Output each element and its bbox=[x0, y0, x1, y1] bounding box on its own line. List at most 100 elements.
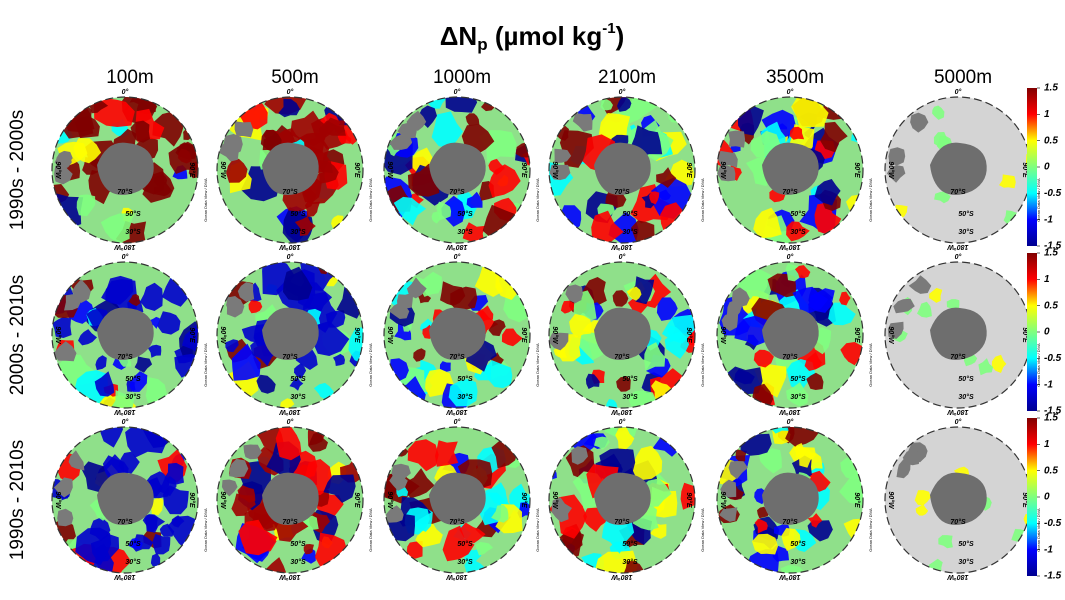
map-patch bbox=[333, 353, 345, 366]
map-credit: Ocean Data View / DIVA bbox=[535, 508, 540, 552]
map-label: 70°S bbox=[117, 188, 133, 196]
map-patch bbox=[585, 373, 600, 389]
map-label: 90°E bbox=[1021, 327, 1029, 343]
map-patch bbox=[413, 348, 426, 362]
map-label: 90°W bbox=[551, 161, 559, 180]
map-label: 70°S bbox=[782, 188, 798, 196]
land bbox=[57, 508, 74, 527]
colorbar-tick-label: -1.5 bbox=[1044, 406, 1062, 417]
map-patch bbox=[754, 518, 768, 534]
map-label: 90°W bbox=[719, 491, 727, 510]
land bbox=[717, 165, 736, 182]
map-patch bbox=[404, 468, 435, 499]
map-patch bbox=[915, 504, 929, 516]
map-patch bbox=[100, 427, 123, 448]
map-patch bbox=[324, 117, 346, 136]
map-label: 50°S bbox=[790, 375, 806, 383]
map-label: 0° bbox=[619, 418, 626, 426]
map-patch bbox=[76, 194, 96, 217]
map-label: 90°W bbox=[219, 491, 227, 510]
map-label: 90°E bbox=[188, 162, 196, 178]
map-patch bbox=[617, 97, 632, 112]
land bbox=[243, 444, 262, 460]
map-label: 90°W bbox=[719, 326, 727, 345]
column-header: 2100m bbox=[598, 67, 656, 88]
map-patch bbox=[154, 174, 168, 186]
land bbox=[54, 163, 73, 185]
map-patch bbox=[786, 221, 810, 242]
map-patch bbox=[436, 201, 452, 221]
map-patch bbox=[814, 202, 842, 235]
polar-map bbox=[52, 97, 198, 243]
map-label: 90°W bbox=[54, 491, 62, 510]
colorbar-tick-label: -1.5 bbox=[1044, 241, 1062, 252]
map-patch bbox=[248, 300, 263, 314]
map-patch bbox=[814, 179, 841, 206]
land bbox=[223, 134, 243, 156]
map-patch bbox=[631, 445, 663, 481]
map-patch bbox=[735, 449, 748, 464]
colorbar-tick-label: 0 bbox=[1044, 492, 1050, 503]
map-credit: Ocean Data View / DIVA bbox=[368, 508, 373, 552]
map-label: 70°S bbox=[282, 353, 298, 361]
map-label: 0° bbox=[955, 253, 962, 261]
map-label: 30°S bbox=[790, 228, 806, 236]
colorbar bbox=[1027, 253, 1037, 411]
land bbox=[910, 112, 929, 133]
map-patch bbox=[789, 126, 805, 140]
title-unit: (µmol kg bbox=[488, 21, 603, 51]
map-patch bbox=[656, 297, 678, 321]
map-credit: Ocean Data View / DIVA bbox=[368, 343, 373, 387]
land bbox=[718, 150, 738, 168]
antarctica bbox=[262, 307, 319, 360]
map-label: 0° bbox=[454, 253, 461, 261]
land bbox=[888, 147, 906, 166]
antarctica bbox=[930, 472, 987, 525]
map-label: 50°S bbox=[958, 210, 974, 218]
map-label: 180°W bbox=[778, 573, 800, 581]
map-patch bbox=[52, 316, 72, 338]
map-label: 90°E bbox=[353, 162, 361, 178]
map-credit: Ocean Data View / DIVA bbox=[700, 343, 705, 387]
map-patch bbox=[256, 374, 276, 394]
map-label: 90°W bbox=[551, 326, 559, 345]
map-patch bbox=[407, 439, 439, 472]
map-label: 30°S bbox=[290, 393, 306, 401]
land bbox=[389, 134, 413, 150]
map-label: 90°E bbox=[1021, 492, 1029, 508]
column-header: 3500m bbox=[766, 67, 824, 88]
map-rim bbox=[216, 261, 364, 409]
map-patch bbox=[278, 98, 300, 118]
map-label: 90°W bbox=[54, 161, 62, 180]
map-label: 0° bbox=[955, 88, 962, 96]
map-label: 0° bbox=[454, 418, 461, 426]
land bbox=[720, 479, 737, 498]
map-patch bbox=[938, 535, 953, 549]
map-label: 180°W bbox=[946, 408, 968, 416]
map-label: 30°S bbox=[958, 393, 974, 401]
map-patch bbox=[781, 528, 801, 551]
map-label: 90°W bbox=[386, 161, 394, 180]
map-label: 70°S bbox=[449, 518, 465, 526]
map-patch bbox=[839, 464, 863, 506]
map-label: 30°S bbox=[790, 393, 806, 401]
map-label: 90°E bbox=[685, 162, 693, 178]
map-label: 90°E bbox=[685, 327, 693, 343]
map-label: 0° bbox=[287, 253, 294, 261]
map-patch bbox=[431, 111, 463, 149]
map-patch bbox=[275, 427, 302, 461]
map-rim bbox=[716, 261, 864, 409]
map-label: 50°S bbox=[790, 540, 806, 548]
map-label: 90°E bbox=[353, 492, 361, 508]
map-credit: Ocean Data View / DIVA bbox=[203, 508, 208, 552]
map-label: 90°E bbox=[520, 327, 528, 343]
map-rim bbox=[216, 96, 364, 244]
map-patch bbox=[142, 514, 158, 532]
map-label: 90°W bbox=[719, 161, 727, 180]
antarctica bbox=[594, 472, 651, 525]
map-patch bbox=[840, 342, 863, 366]
map-label: 50°S bbox=[958, 375, 974, 383]
map-patch bbox=[435, 440, 459, 467]
map-label: 180°W bbox=[445, 573, 467, 581]
